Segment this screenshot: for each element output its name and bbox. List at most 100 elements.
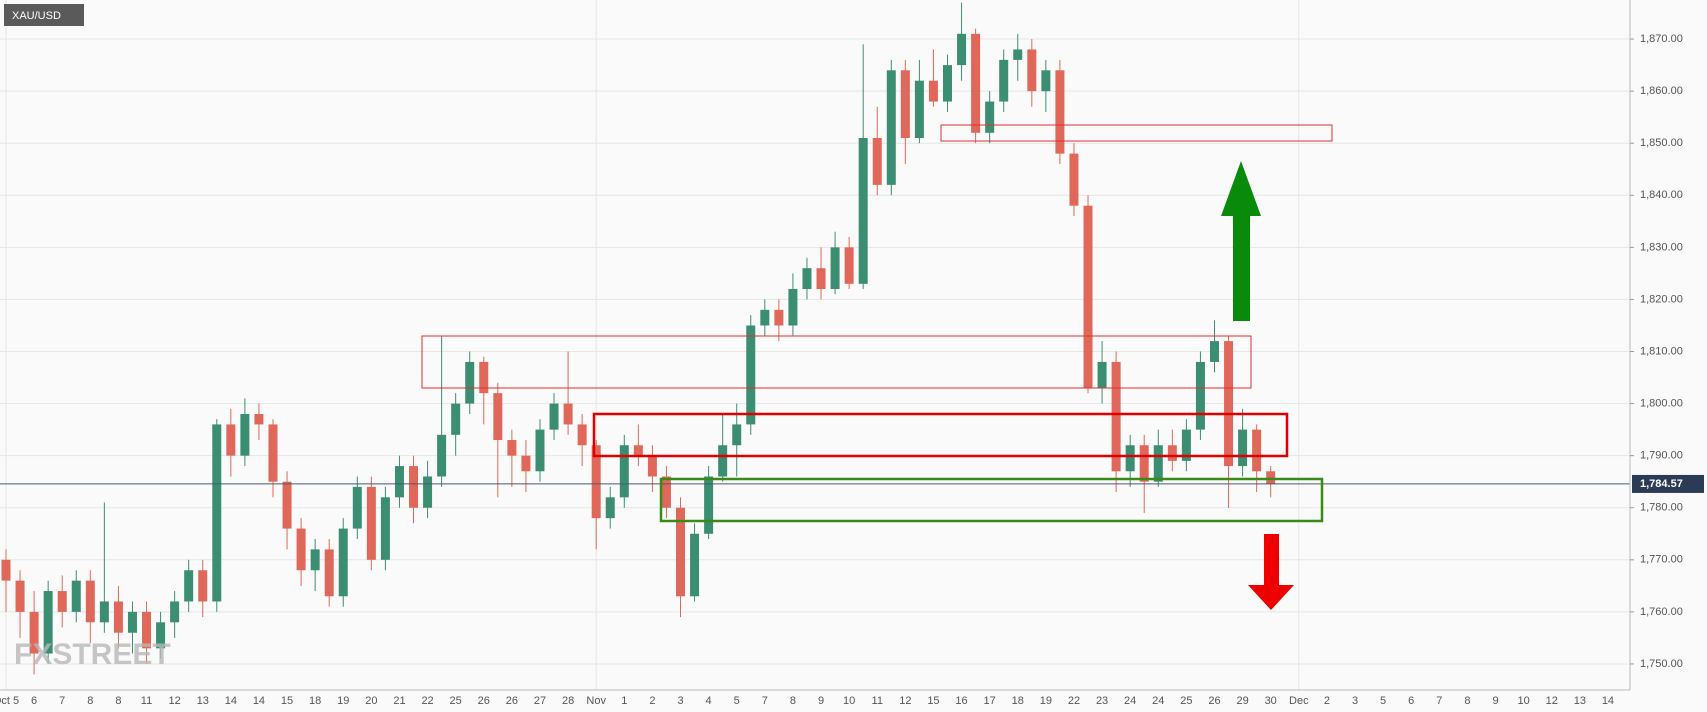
- candle-body: [423, 476, 433, 508]
- candle-body: [57, 591, 67, 612]
- candle-body: [844, 247, 854, 284]
- candle-body: [661, 476, 671, 508]
- candle-body: [282, 481, 292, 529]
- x-tick-label: 1: [621, 695, 627, 707]
- candle-body: [858, 138, 868, 284]
- x-tick-label: 2: [649, 695, 655, 707]
- y-tick-label: 1,810.00: [1640, 345, 1683, 357]
- candle-body: [647, 455, 657, 477]
- x-tick-label: 21: [393, 695, 405, 707]
- x-tick-label: 3: [677, 695, 683, 707]
- x-tick-label: 8: [87, 695, 93, 707]
- x-tick-label: 6: [1408, 695, 1414, 707]
- x-tick-label: 26: [478, 695, 490, 707]
- x-tick-label: 25: [1180, 695, 1192, 707]
- candle-body: [240, 414, 250, 456]
- candle-body: [1111, 361, 1121, 472]
- candle-body: [633, 445, 643, 456]
- x-tick-label: 7: [1436, 695, 1442, 707]
- candle-body: [43, 591, 53, 654]
- candle-body: [1139, 445, 1149, 482]
- y-tick-label: 1,860.00: [1640, 85, 1683, 97]
- candle-body: [732, 424, 742, 446]
- candle-body: [1041, 70, 1051, 92]
- y-tick-label: 1,820.00: [1640, 293, 1683, 305]
- candle-body: [1125, 445, 1135, 472]
- candle-body: [29, 611, 39, 654]
- y-tick-label: 1,850.00: [1640, 137, 1683, 149]
- candle-body: [338, 528, 348, 597]
- candle-body: [704, 476, 714, 534]
- candle-body: [760, 309, 770, 326]
- resistance-box: [592, 412, 1289, 458]
- title-box: [4, 4, 84, 26]
- candle-body: [1252, 429, 1262, 472]
- candle-body: [380, 497, 390, 560]
- x-tick-label: 18: [1012, 695, 1024, 707]
- candle-body: [170, 601, 180, 623]
- x-tick-label: 7: [762, 695, 768, 707]
- x-tick-label: 24: [1152, 695, 1164, 707]
- x-tick-label: 12: [1546, 695, 1558, 707]
- candle-body: [268, 424, 278, 482]
- candle-body: [1153, 445, 1163, 482]
- resistance-box: [940, 124, 1333, 142]
- candle-body: [226, 424, 236, 456]
- x-tick-label: 26: [506, 695, 518, 707]
- y-tick-label: 1,750.00: [1640, 658, 1683, 670]
- candle-body: [774, 309, 784, 326]
- candle-body: [451, 403, 461, 435]
- x-tick-label: 8: [115, 695, 121, 707]
- candle-body: [549, 403, 559, 430]
- x-tick-label: Dec: [1289, 695, 1309, 707]
- candle-body: [830, 247, 840, 290]
- candle-body: [184, 570, 194, 602]
- x-tick-label: Nov: [586, 695, 606, 707]
- candle-body: [746, 325, 756, 425]
- last-price-box: [1632, 474, 1704, 493]
- candle-body: [872, 138, 882, 185]
- x-tick-label: 12: [899, 695, 911, 707]
- candle-body: [577, 424, 587, 446]
- resistance-box: [421, 335, 1252, 389]
- x-tick-label: 3: [1352, 695, 1358, 707]
- x-tick-label: 26: [1208, 695, 1220, 707]
- x-tick-label: 25: [450, 695, 462, 707]
- x-tick-label: 6: [31, 695, 37, 707]
- x-tick-label: 9: [818, 695, 824, 707]
- x-tick-label: Oct 5: [0, 695, 19, 707]
- candle-body: [394, 466, 404, 498]
- watermark: FXSTREET: [14, 638, 171, 671]
- x-tick-label: 23: [1096, 695, 1108, 707]
- x-tick-label: 5: [1380, 695, 1386, 707]
- x-tick-label: 29: [1236, 695, 1248, 707]
- candle-body: [816, 268, 826, 290]
- y-tick-label: 1,840.00: [1640, 189, 1683, 201]
- candle-body: [605, 497, 615, 519]
- x-tick-label: 19: [337, 695, 349, 707]
- candle-body: [900, 70, 910, 138]
- candle-body: [113, 601, 123, 633]
- x-tick-label: 24: [1124, 695, 1136, 707]
- candle-body: [409, 466, 419, 508]
- x-tick-label: 9: [1492, 695, 1498, 707]
- y-tick-label: 1,790.00: [1640, 450, 1683, 462]
- candle-body: [914, 80, 924, 138]
- candle-body: [310, 549, 320, 571]
- candle-body: [493, 393, 503, 441]
- x-tick-label: 18: [309, 695, 321, 707]
- candle-body: [718, 445, 728, 477]
- x-tick-label: 4: [706, 695, 712, 707]
- candle-body: [437, 434, 447, 477]
- x-tick-label: 15: [281, 695, 293, 707]
- axes: 1,750.00 1,760.00 1,770.00 1,780.00 1,790.00…: [0, 33, 1704, 707]
- candle-body: [85, 580, 95, 623]
- candle-body: [15, 580, 25, 612]
- candle-body: [1195, 361, 1205, 430]
- y-tick-label: 1,780.00: [1640, 502, 1683, 514]
- last-price-label: 1,784.57: [1640, 478, 1683, 490]
- candle-body: [535, 429, 545, 472]
